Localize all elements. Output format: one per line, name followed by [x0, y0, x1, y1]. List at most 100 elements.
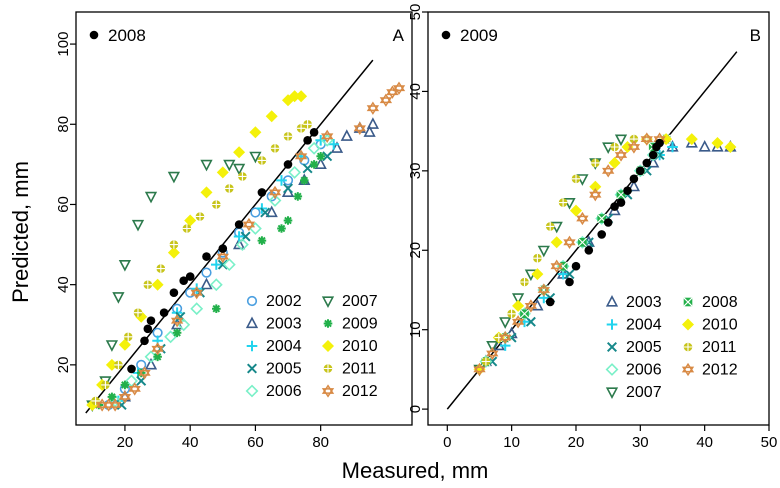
panel-b-point-2010 [608, 156, 621, 169]
panel-a-point-2007 [200, 159, 213, 172]
panel-a-point-2003 [366, 117, 380, 129]
panel-a-point-2011-cross [101, 380, 110, 390]
panel-a-y-tick-label: 20 [55, 357, 72, 374]
panel-b-point-2012 [627, 140, 641, 154]
panel-a-legend-marker-2012-down [321, 388, 335, 398]
panel-a-point-2012 [216, 249, 229, 264]
panel-a-point-2003-shape [363, 125, 376, 137]
panel-a-point-2012-down [170, 317, 184, 328]
panel-a-point-2012 [128, 382, 141, 396]
panel-a-point-2003-shape [340, 129, 353, 141]
panel-a-point-2011-cross [195, 212, 205, 221]
panel-b-point-2009-shape [597, 230, 606, 239]
panel-a-point-2012-down [138, 369, 151, 380]
panel-a-point-2010 [249, 126, 262, 139]
panel-b-point-2005-shape [564, 269, 575, 280]
panel-b-point-2007 [499, 317, 512, 329]
panel-b-point-2010 [685, 133, 698, 146]
panel-a-point-2009 [120, 380, 130, 390]
panel-b-legend-label-2004: 2004 [626, 317, 662, 334]
panel-a-highlight-label: 2008 [108, 26, 146, 45]
panel-a-point-2012 [366, 101, 380, 115]
panel-a-legend-label-2007: 2007 [342, 293, 378, 310]
panel-b-point-2011-cross [590, 158, 600, 168]
panel-a-legend-marker-2006 [245, 384, 259, 398]
panel-a-point-2002-shape [201, 267, 212, 278]
panel-a-point-2012 [108, 398, 122, 412]
panel-a-legend-label-2004: 2004 [266, 338, 302, 355]
panel-b-point-2012-down [614, 152, 628, 162]
panel-b-point-2012 [486, 346, 499, 361]
panel-a-point-2008 [159, 308, 169, 317]
panel-b-series-2010 [473, 133, 737, 376]
panel-a-point-2011-cross [123, 332, 133, 342]
panel-a-point-2008-shape [159, 308, 169, 317]
panel-a-point-2008-shape [140, 336, 149, 346]
panel-b-y-tick-label: 40 [407, 83, 424, 100]
panel-a-point-2006 [307, 141, 321, 155]
panel-b-point-2011 [558, 198, 568, 207]
panel-a-point-2007-shape [200, 159, 213, 172]
panel-a-point-2010 [200, 186, 213, 199]
panel-a-point-2011 [296, 124, 306, 133]
panel-a-point-2010-shape [216, 166, 229, 179]
panel-b-point-2009 [610, 202, 619, 211]
panel-a-point-2009 [299, 176, 309, 185]
panel-b-point-2007-shape [614, 134, 628, 147]
panel-a-point-2007-shape [118, 260, 132, 272]
panel-b-point-2004-shape [667, 141, 678, 153]
panel-b-point-2011 [610, 142, 619, 152]
panel-a-point-2007-shape [223, 159, 236, 172]
panel-a-point-2006 [268, 194, 282, 207]
panel-a-point-2008-shape [218, 244, 228, 253]
panel-b-point-2010-shape [685, 133, 698, 146]
panel-a-legend-label-2010: 2010 [342, 338, 378, 355]
panel-b-point-2009-shape [571, 261, 581, 271]
panel-a-point-2010 [216, 166, 229, 179]
panel-b-point-2009 [571, 261, 581, 271]
panel-a-point-2007-shape [249, 151, 262, 164]
panel-b-legend-marker-2004 [606, 319, 618, 330]
panel-b-legend-marker-2011-cross [683, 342, 693, 352]
panel-a-point-2012-down [353, 125, 366, 135]
panel-b-legend-marker-2012 [681, 362, 695, 377]
panel-a-point-2011 [238, 172, 247, 181]
panel-a-point-2005 [217, 259, 228, 270]
panel-b-point-2008-cross [577, 237, 588, 247]
panel-a-point-2005 [260, 207, 271, 218]
panel-a-point-2006 [222, 258, 236, 272]
panel-b-point-2007-shape [537, 245, 550, 258]
panel-a-highlight-marker-shape [89, 30, 99, 40]
panel-a-point-2009-shape [316, 152, 326, 161]
panel-b-point-2012 [602, 164, 615, 178]
panel-a-point-2011 [195, 212, 205, 221]
panel-a-legend-marker-2002-shape [246, 295, 258, 307]
panel-a-point-2006-shape [222, 258, 236, 272]
y-axis-label: Predicted, mm [8, 161, 33, 303]
panel-a-point-2002 [250, 207, 261, 218]
panel-a-legend-marker-2003-shape [245, 316, 259, 329]
panel-b-point-2012 [511, 315, 525, 329]
panel-b-point-2012-down [627, 144, 641, 154]
panel-a-point-2012 [294, 149, 308, 163]
panel-a-point-2007 [144, 191, 158, 204]
panel-a-point-2004 [315, 135, 327, 146]
panel-a-point-2012-down [108, 402, 122, 412]
panel-a-point-2010-shape [151, 278, 164, 291]
panel-a-point-2012-down [294, 153, 308, 163]
panel-a-point-2009 [309, 160, 319, 169]
panel-a-point-2007 [167, 171, 181, 184]
panel-b-y-tick-label: 0 [407, 405, 424, 413]
panel-b-point-2012 [640, 132, 653, 146]
panel-a-point-2011-cross [238, 172, 247, 181]
panel-a-point-2008 [127, 364, 136, 374]
panel-b-point-2012-down [563, 239, 576, 249]
panel-a-point-2010-shape [233, 146, 246, 159]
panel-a-point-2010-shape [249, 126, 262, 139]
panel-a-point-2007 [105, 340, 119, 352]
panel-a-point-2005 [322, 151, 333, 162]
panel-a-point-2008 [169, 288, 179, 297]
panel-a-point-2008 [309, 128, 319, 137]
panel-b-point-2012 [614, 148, 628, 162]
